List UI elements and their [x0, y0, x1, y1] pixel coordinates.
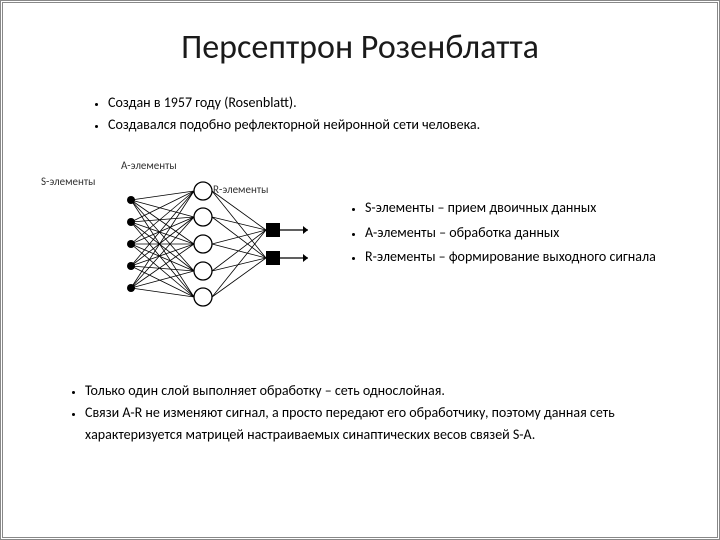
list-item: S-элементы – прием двоичных данных	[365, 196, 707, 221]
list-item: Создавался подобно рефлекторной нейронно…	[108, 114, 667, 136]
network-svg	[63, 145, 343, 315]
diagram-label-s: S-элементы	[41, 175, 95, 188]
list-item: Только один слой выполняет обработку – с…	[85, 380, 667, 402]
top-bullet-list: Создан в 1957 году (Rosenblatt). Создава…	[108, 92, 667, 135]
list-item: R-элементы – формирование выходного сигн…	[365, 245, 707, 270]
diagram-label-a: A-элементы	[121, 159, 177, 172]
side-bullet-list: S-элементы – прием двоичных данных A-эле…	[347, 196, 707, 270]
list-item: Создан в 1957 году (Rosenblatt).	[108, 92, 667, 114]
page-title: Персептрон Розенблатта	[13, 27, 707, 68]
bottom-bullet-list: Только один слой выполняет обработку – с…	[85, 380, 667, 445]
diagram-label-r: R-элементы	[213, 183, 268, 196]
list-item: Связи A-R не изменяют сигнал, а просто п…	[85, 402, 667, 445]
slide: Персептрон Розенблатта Создан в 1957 год…	[0, 0, 720, 540]
side-definitions: S-элементы – прием двоичных данных A-эле…	[343, 196, 707, 270]
perceptron-diagram: S-элементы A-элементы R-элементы	[13, 145, 343, 320]
middle-row: S-элементы A-элементы R-элементы S-элеме…	[13, 145, 707, 320]
list-item: A-элементы – обработка данных	[365, 221, 707, 246]
